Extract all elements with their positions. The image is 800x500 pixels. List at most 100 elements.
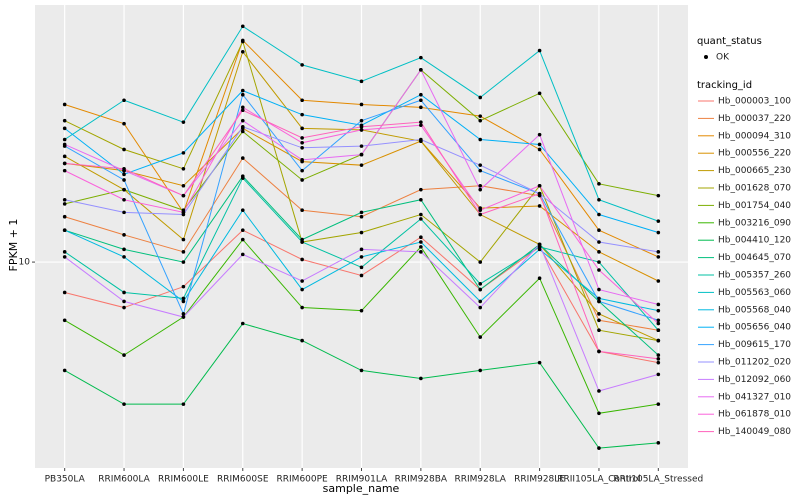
- x-tick-label: RRII105LA_Stressed: [613, 475, 703, 485]
- legend-label: Hb_009615_170: [718, 340, 791, 350]
- point: [656, 360, 661, 365]
- point: [300, 158, 304, 162]
- point: [359, 144, 364, 148]
- point: [62, 214, 67, 219]
- legend-label: Hb_005357_260: [718, 271, 791, 281]
- point: [419, 55, 423, 60]
- point: [478, 187, 483, 192]
- point: [478, 208, 483, 213]
- y-axis-title: FPKM + 1: [7, 219, 20, 272]
- point: [597, 446, 601, 450]
- point: [181, 299, 186, 304]
- point: [300, 257, 304, 262]
- point: [359, 124, 364, 129]
- point: [240, 228, 245, 233]
- point: [478, 368, 483, 373]
- point: [419, 212, 423, 217]
- x-tick-label: RRIM600PE: [277, 475, 329, 485]
- legend-title: tracking_id: [697, 80, 752, 91]
- point: [478, 137, 483, 142]
- point: [478, 95, 483, 100]
- point: [300, 287, 304, 292]
- legend-label: Hb_005656_040: [718, 323, 791, 333]
- point: [300, 145, 304, 150]
- point: [656, 441, 661, 445]
- point: [122, 172, 126, 177]
- point: [181, 296, 186, 301]
- point: [62, 161, 67, 166]
- point: [240, 176, 245, 180]
- point: [122, 353, 126, 357]
- point: [240, 39, 245, 44]
- legend-label: Hb_061878_010: [718, 410, 791, 420]
- legend-label: Hb_001754_040: [718, 201, 791, 211]
- point: [537, 142, 542, 147]
- point: [597, 197, 601, 202]
- point: [537, 191, 542, 196]
- point: [656, 338, 661, 343]
- point: [300, 178, 304, 182]
- point: [478, 114, 483, 118]
- point: [300, 168, 304, 173]
- point: [240, 156, 245, 160]
- point: [300, 338, 304, 343]
- point: [419, 68, 423, 72]
- point: [537, 147, 542, 152]
- point: [181, 237, 186, 242]
- legend-label: Hb_000037_220: [718, 114, 791, 124]
- point: [122, 167, 126, 171]
- x-tick-label: RRIM600SE: [217, 475, 269, 485]
- point: [597, 296, 601, 301]
- x-tick-label: RRIM901LA: [336, 475, 388, 485]
- point: [537, 204, 542, 208]
- point: [122, 255, 126, 259]
- point: [656, 219, 661, 223]
- point: [597, 349, 601, 354]
- point: [300, 279, 304, 283]
- point: [537, 183, 542, 188]
- legend-label: OK: [716, 53, 730, 63]
- point: [62, 228, 67, 233]
- point: [181, 402, 186, 406]
- point: [597, 260, 601, 264]
- point: [122, 305, 126, 310]
- point: [419, 240, 423, 244]
- point: [419, 235, 423, 240]
- x-tick-label: RRIM928LE: [514, 475, 565, 485]
- point: [62, 368, 67, 373]
- point: [181, 284, 186, 289]
- point: [656, 321, 661, 326]
- x-axis-title: sample_name: [323, 482, 400, 495]
- point: [537, 360, 542, 365]
- point: [478, 168, 483, 173]
- point: [300, 240, 304, 244]
- point: [240, 208, 245, 213]
- point: [240, 49, 245, 54]
- point: [240, 252, 245, 257]
- point: [597, 268, 601, 272]
- point: [62, 197, 67, 202]
- point: [359, 247, 364, 252]
- point: [181, 183, 186, 188]
- point: [240, 321, 245, 326]
- legend-label: Hb_005563_060: [718, 288, 791, 298]
- point: [597, 328, 601, 333]
- point: [300, 208, 304, 213]
- point: [597, 389, 601, 393]
- point: [359, 79, 364, 84]
- point: [300, 136, 304, 140]
- legend-label: Hb_140049_080: [718, 427, 791, 437]
- point: [597, 250, 601, 254]
- legend-title: quant_status: [697, 36, 762, 47]
- legend-label: Hb_003216_090: [718, 218, 791, 228]
- point: [122, 178, 126, 182]
- point: [240, 108, 245, 113]
- point: [181, 315, 186, 319]
- point: [419, 250, 423, 254]
- point: [419, 98, 423, 103]
- point: [537, 247, 542, 252]
- point: [359, 210, 364, 215]
- point: [240, 24, 245, 29]
- x-tick-label: PB350LA: [45, 475, 86, 485]
- point: [300, 305, 304, 310]
